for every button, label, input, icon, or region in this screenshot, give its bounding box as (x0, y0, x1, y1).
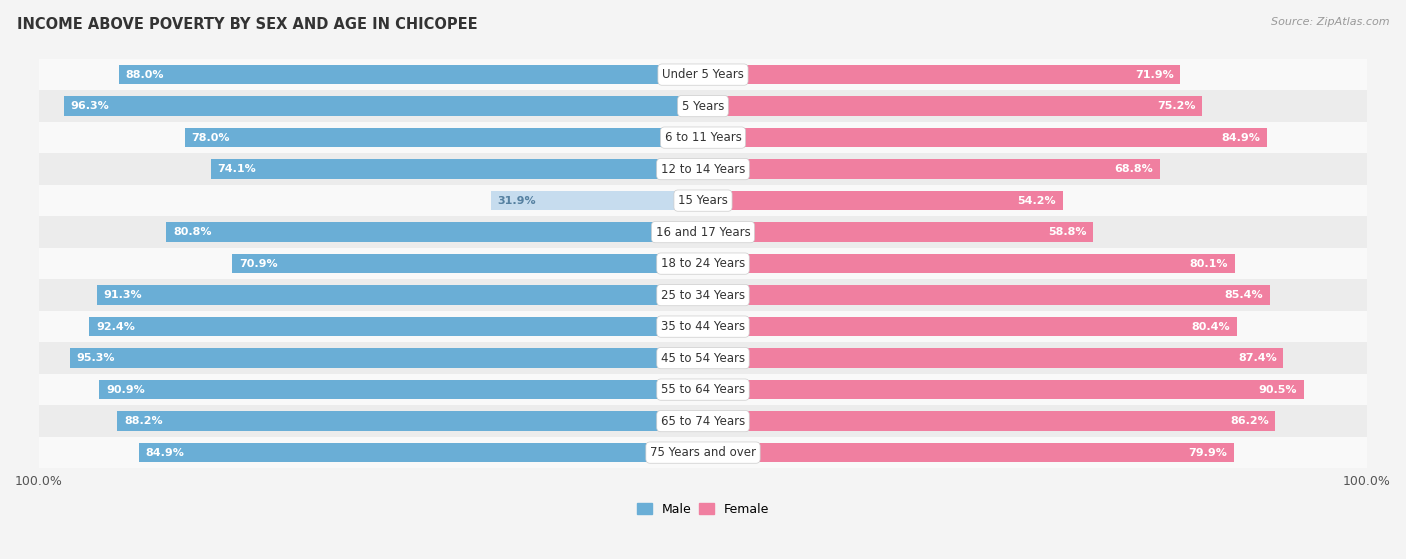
Bar (703, 65, 1181, 84)
Bar (39, 437, 1367, 468)
Text: 100.0%: 100.0% (15, 475, 63, 489)
Text: 54.2%: 54.2% (1018, 196, 1056, 206)
Bar (703, 380, 1303, 399)
Text: 95.3%: 95.3% (77, 353, 115, 363)
Text: 45 to 54 Years: 45 to 54 Years (661, 352, 745, 364)
Bar (703, 222, 1094, 242)
Text: INCOME ABOVE POVERTY BY SEX AND AGE IN CHICOPEE: INCOME ABOVE POVERTY BY SEX AND AGE IN C… (17, 17, 478, 32)
Text: 80.8%: 80.8% (173, 227, 211, 237)
Text: 5 Years: 5 Years (682, 100, 724, 112)
Bar (39, 153, 1367, 185)
Bar (39, 59, 1367, 91)
Text: 18 to 24 Years: 18 to 24 Years (661, 257, 745, 270)
Legend: Male, Female: Male, Female (631, 498, 775, 520)
Text: 31.9%: 31.9% (498, 196, 537, 206)
Text: 80.4%: 80.4% (1192, 321, 1230, 331)
Text: 16 and 17 Years: 16 and 17 Years (655, 226, 751, 239)
Text: 87.4%: 87.4% (1239, 353, 1277, 363)
Bar (232, 254, 703, 273)
Text: 75 Years and over: 75 Years and over (650, 446, 756, 459)
Text: Under 5 Years: Under 5 Years (662, 68, 744, 81)
Bar (703, 159, 1160, 179)
Bar (39, 374, 1367, 405)
Text: 90.9%: 90.9% (105, 385, 145, 395)
Bar (90, 317, 703, 337)
Bar (703, 411, 1275, 431)
Text: 92.4%: 92.4% (96, 321, 135, 331)
Text: 68.8%: 68.8% (1115, 164, 1153, 174)
Text: 91.3%: 91.3% (104, 290, 142, 300)
Bar (100, 380, 703, 399)
Bar (166, 222, 703, 242)
Text: 74.1%: 74.1% (218, 164, 256, 174)
Bar (186, 128, 703, 148)
Bar (39, 405, 1367, 437)
Bar (70, 348, 703, 368)
Text: 78.0%: 78.0% (191, 132, 231, 143)
Bar (703, 443, 1233, 462)
Text: 25 to 34 Years: 25 to 34 Years (661, 288, 745, 302)
Text: Source: ZipAtlas.com: Source: ZipAtlas.com (1271, 17, 1389, 27)
Bar (39, 185, 1367, 216)
Text: 100.0%: 100.0% (1343, 475, 1391, 489)
Text: 55 to 64 Years: 55 to 64 Years (661, 383, 745, 396)
Bar (703, 317, 1237, 337)
Bar (97, 285, 703, 305)
Bar (39, 248, 1367, 280)
Bar (39, 342, 1367, 374)
Text: 15 Years: 15 Years (678, 194, 728, 207)
Text: 79.9%: 79.9% (1188, 448, 1227, 458)
Bar (39, 311, 1367, 342)
Text: 58.8%: 58.8% (1049, 227, 1087, 237)
Text: 71.9%: 71.9% (1135, 70, 1174, 79)
Text: 88.2%: 88.2% (124, 416, 163, 426)
Bar (703, 285, 1270, 305)
Text: 65 to 74 Years: 65 to 74 Years (661, 415, 745, 428)
Text: 96.3%: 96.3% (70, 101, 108, 111)
Text: 75.2%: 75.2% (1157, 101, 1195, 111)
Bar (703, 254, 1234, 273)
Text: 90.5%: 90.5% (1258, 385, 1298, 395)
Bar (39, 216, 1367, 248)
Bar (703, 191, 1063, 210)
Bar (63, 96, 703, 116)
Text: 12 to 14 Years: 12 to 14 Years (661, 163, 745, 176)
Bar (117, 411, 703, 431)
Bar (39, 280, 1367, 311)
Text: 80.1%: 80.1% (1189, 259, 1229, 269)
Bar (139, 443, 703, 462)
Text: 6 to 11 Years: 6 to 11 Years (665, 131, 741, 144)
Bar (491, 191, 703, 210)
Bar (703, 128, 1267, 148)
Text: 84.9%: 84.9% (1222, 132, 1260, 143)
Bar (118, 65, 703, 84)
Bar (211, 159, 703, 179)
Bar (703, 348, 1284, 368)
Bar (703, 96, 1202, 116)
Text: 85.4%: 85.4% (1225, 290, 1264, 300)
Text: 86.2%: 86.2% (1230, 416, 1268, 426)
Text: 70.9%: 70.9% (239, 259, 277, 269)
Text: 88.0%: 88.0% (125, 70, 163, 79)
Text: 84.9%: 84.9% (146, 448, 184, 458)
Bar (39, 91, 1367, 122)
Text: 35 to 44 Years: 35 to 44 Years (661, 320, 745, 333)
Bar (39, 122, 1367, 153)
